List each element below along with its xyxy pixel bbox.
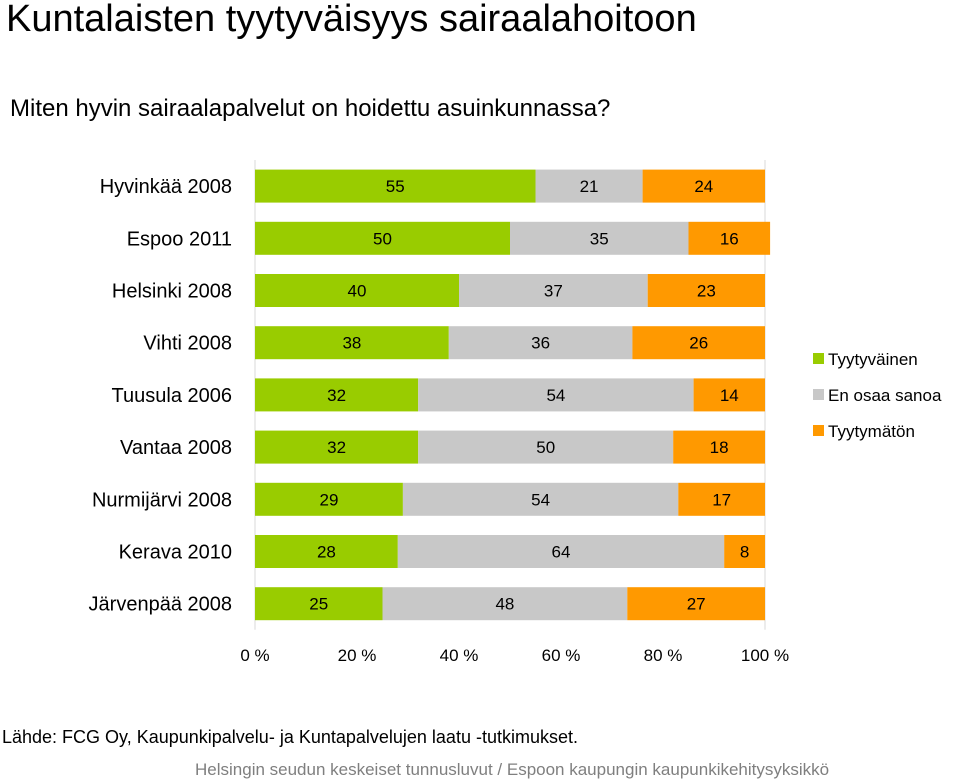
bar-segment: [535, 169, 643, 203]
data-label: 48: [495, 595, 514, 614]
data-label: 21: [580, 177, 599, 196]
x-tick-label: 0 %: [240, 646, 269, 665]
category-label: Kerava 2010: [119, 542, 232, 564]
chart-title: Kuntalaisten tyytyväisyys sairaalahoitoo…: [6, 0, 697, 40]
bar-segment: [397, 535, 725, 568]
bar-segment: [418, 378, 694, 412]
category-label: Nurmijärvi 2008: [92, 489, 232, 511]
footer-note: Helsingin seudun keskeiset tunnusluvut /…: [195, 760, 830, 779]
bar-segment: [510, 221, 689, 255]
data-label: 18: [710, 438, 729, 457]
data-label: 64: [552, 543, 571, 562]
category-label: Espoo 2011: [127, 228, 232, 250]
bar-segment: [255, 535, 398, 568]
category-label: Helsinki 2008: [112, 281, 232, 303]
data-label: 32: [327, 386, 346, 405]
data-label: 36: [531, 334, 550, 353]
data-label: 14: [720, 386, 739, 405]
x-tick-label: 100 %: [741, 646, 789, 665]
bar-segment: [255, 326, 449, 360]
bar-segment: [693, 378, 765, 412]
legend-swatch: [813, 389, 824, 400]
data-label: 16: [720, 229, 739, 248]
data-label: 54: [546, 386, 565, 405]
data-label: 50: [536, 438, 555, 457]
data-label: 32: [327, 438, 346, 457]
x-tick-label: 20 %: [338, 646, 377, 665]
legend-swatch: [813, 425, 824, 436]
bar-segment: [632, 326, 765, 360]
bar-segment: [642, 169, 765, 203]
bar-segment: [448, 326, 633, 360]
legend-label: Tyytymätön: [828, 422, 915, 441]
category-label: Hyvinkää 2008: [100, 176, 232, 198]
legend-label: En osaa sanoa: [828, 386, 942, 405]
bar-segment: [673, 430, 765, 464]
bar-segment: [402, 482, 679, 516]
bar-segment: [459, 274, 648, 307]
data-label: 25: [309, 595, 328, 614]
legend-label: Tyytyväinen: [828, 350, 918, 369]
x-tick-label: 80 %: [644, 646, 683, 665]
category-label: Järvenpää 2008: [89, 594, 232, 616]
data-label: 40: [348, 282, 367, 301]
data-label: 23: [697, 282, 716, 301]
bar-segment: [255, 169, 536, 203]
bar-segment: [627, 587, 765, 621]
data-label: 28: [317, 543, 336, 562]
data-label: 55: [386, 177, 405, 196]
x-tick-label: 60 %: [542, 646, 581, 665]
data-label: 26: [689, 334, 708, 353]
category-label: Vantaa 2008: [120, 437, 232, 459]
bar-segment: [255, 482, 403, 516]
category-label: Vihti 2008: [143, 333, 232, 355]
bar-segment: [724, 535, 765, 568]
data-label: 24: [694, 177, 713, 196]
bar-segment: [647, 274, 765, 307]
bar-segment: [255, 378, 419, 412]
bar-segment: [382, 587, 628, 621]
bar-segment: [255, 587, 383, 621]
chart-subtitle: Miten hyvin sairaalapalvelut on hoidettu…: [10, 95, 611, 122]
data-label: 29: [319, 490, 338, 509]
legend-swatch: [813, 353, 824, 364]
data-label: 38: [342, 334, 361, 353]
data-label: 37: [544, 282, 563, 301]
bar-segment: [678, 482, 765, 516]
data-label: 50: [373, 229, 392, 248]
data-label: 17: [712, 490, 731, 509]
bar-segment: [688, 221, 771, 255]
category-label: Tuusula 2006: [112, 385, 232, 407]
data-label: 35: [590, 229, 609, 248]
x-tick-label: 40 %: [440, 646, 479, 665]
source-note: Lähde: FCG Oy, Kaupunkipalvelu- ja Kunta…: [2, 727, 578, 747]
data-label: 8: [740, 543, 749, 562]
data-label: 27: [687, 595, 706, 614]
bar-segment: [255, 274, 459, 307]
bar-segment: [418, 430, 674, 464]
data-label: 54: [531, 490, 550, 509]
bar-segment: [255, 221, 510, 255]
bar-segment: [255, 430, 419, 464]
